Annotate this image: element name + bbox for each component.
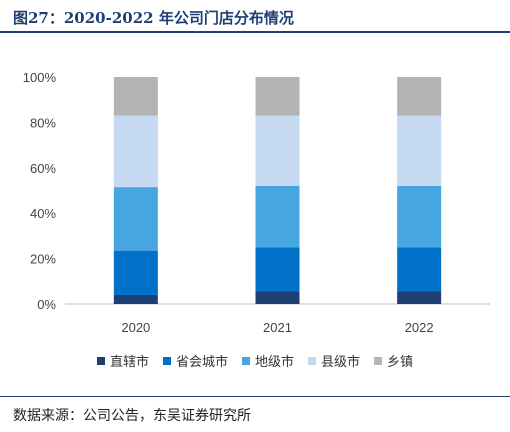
legend-swatch xyxy=(241,356,250,365)
legend-item-direct-municipality: 直辖市 xyxy=(96,351,149,370)
bars-group xyxy=(113,77,442,304)
legend-swatch xyxy=(96,356,105,365)
legend-swatch xyxy=(374,356,383,365)
legend-item-township: 乡镇 xyxy=(374,351,413,370)
bar-segment xyxy=(255,247,300,292)
y-tick-label: 40% xyxy=(30,206,56,221)
y-tick-label: 0% xyxy=(37,297,56,312)
bar-segment xyxy=(255,77,300,116)
bar-segment xyxy=(397,291,442,304)
y-tick-label: 100% xyxy=(23,70,57,85)
bar-segment xyxy=(113,294,158,304)
bar-segment xyxy=(255,291,300,304)
bar-segment xyxy=(113,250,158,295)
bar-segment xyxy=(113,187,158,251)
title-divider xyxy=(0,31,510,33)
bar-segment xyxy=(397,185,442,248)
bar-segment xyxy=(397,115,442,186)
legend-label: 直辖市 xyxy=(109,355,149,370)
legend-swatch xyxy=(162,356,171,365)
bar-segment xyxy=(255,185,300,248)
legend-item-county-city: 县级市 xyxy=(308,351,360,370)
chart-legend: 直辖市 省会城市 地级市 县级市 乡镇 xyxy=(0,351,510,370)
x-tick-label: 2022 xyxy=(405,320,434,335)
stacked-bar-chart: 0% 20% 40% 60% 80% 100% 2020 2021 2022 xyxy=(23,70,490,335)
x-tick-label: 2020 xyxy=(121,320,150,335)
bar-segment xyxy=(255,115,300,186)
x-tick-label: 2021 xyxy=(263,320,292,335)
legend-item-provincial-capital: 省会城市 xyxy=(162,351,228,370)
y-tick-label: 60% xyxy=(30,161,56,176)
legend-item-prefecture-city: 地级市 xyxy=(241,351,294,370)
data-source: 数据来源：公司公告，东吴证券研究所 xyxy=(13,408,251,424)
legend-label: 省会城市 xyxy=(175,355,228,370)
legend-label: 地级市 xyxy=(254,355,294,370)
bar-segment xyxy=(113,115,158,188)
legend-swatch xyxy=(308,356,316,365)
figure-title: 图27：2020-2022 年公司门店分布情况 xyxy=(13,9,294,27)
y-tick-label: 20% xyxy=(30,252,56,267)
bar-segment xyxy=(113,77,158,116)
bar-segment xyxy=(397,247,442,292)
legend-label: 县级市 xyxy=(321,355,361,370)
bar-segment xyxy=(397,77,442,116)
y-tick-label: 80% xyxy=(30,115,56,130)
y-axis-ticks: 0% 20% 40% 60% 80% 100% xyxy=(23,70,57,312)
source-divider xyxy=(0,396,510,397)
legend-label: 乡镇 xyxy=(387,355,414,370)
x-axis-ticks: 2020 2021 2022 xyxy=(121,320,433,335)
